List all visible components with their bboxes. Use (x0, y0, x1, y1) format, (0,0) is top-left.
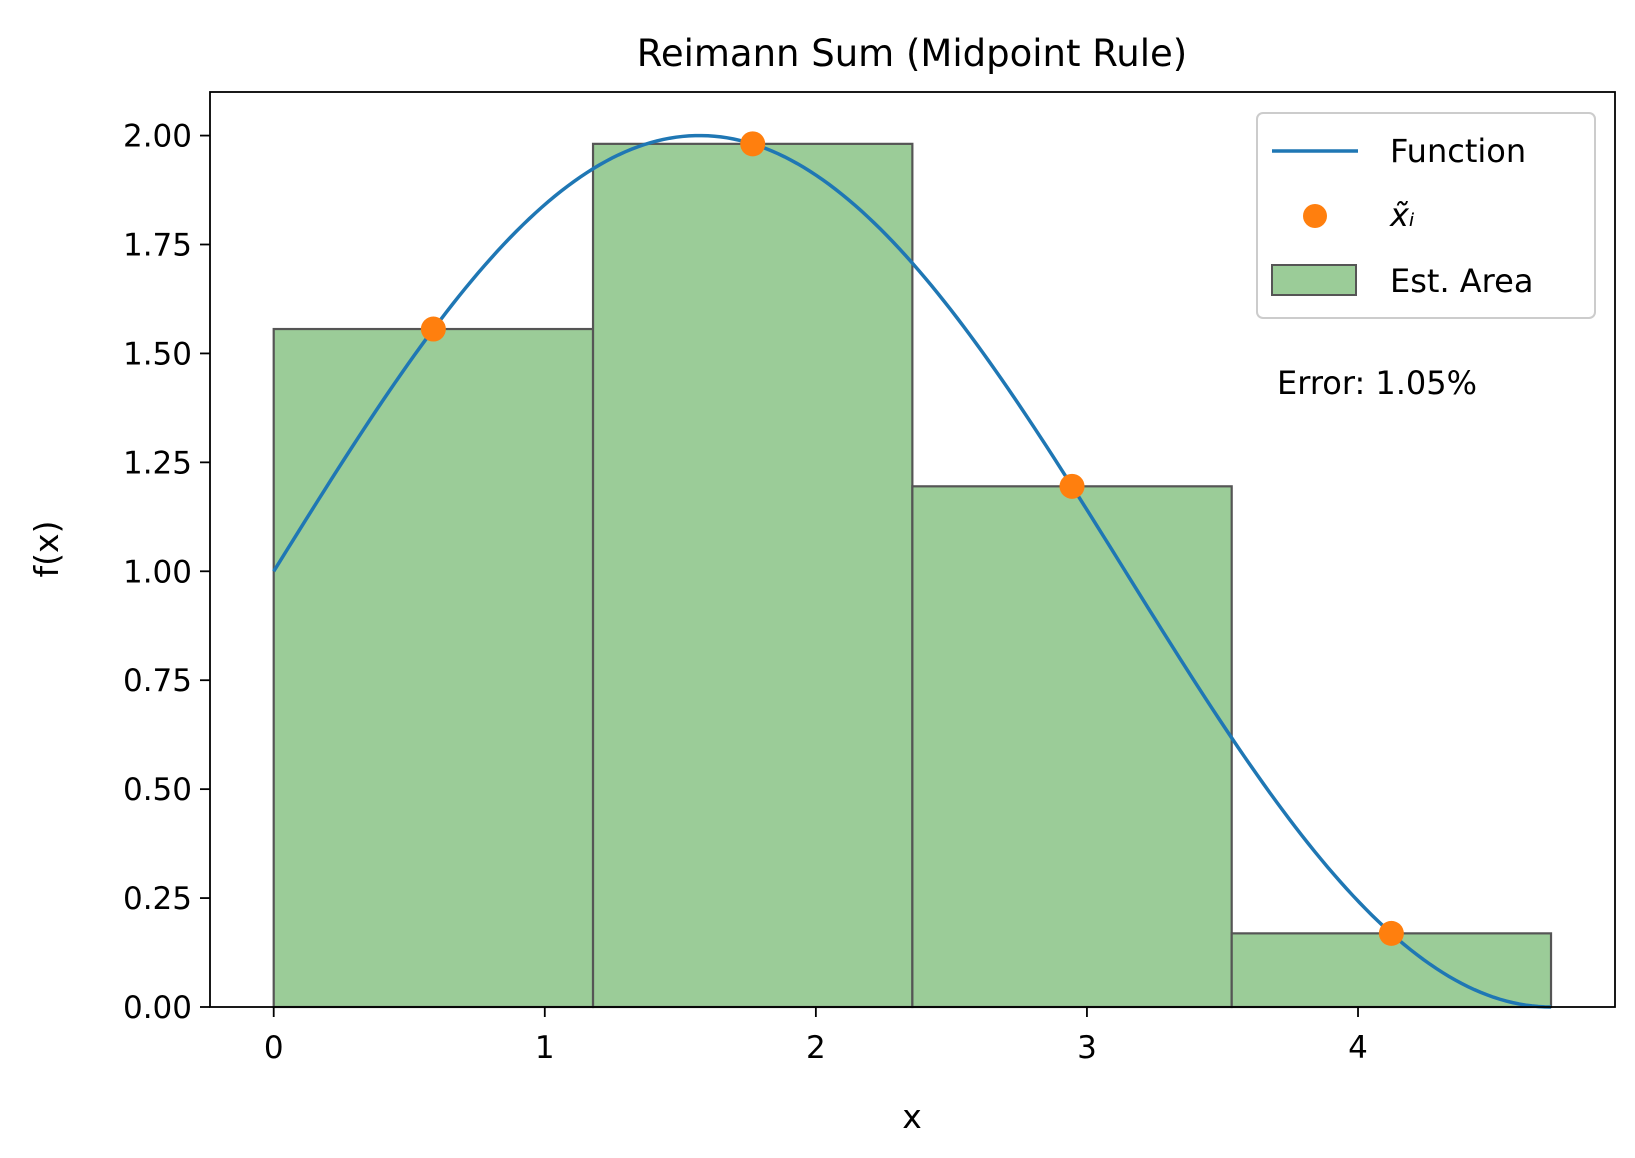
midpoint-marker (740, 131, 766, 157)
y-tick-label: 0.00 (123, 990, 192, 1026)
bars-layer (272, 142, 1553, 1009)
x-tick-label: 1 (535, 1030, 555, 1066)
x-axis-label: x (902, 1097, 922, 1136)
y-tick-label: 1.75 (123, 228, 192, 264)
y-axis-label: f(x) (27, 521, 66, 578)
midpoint-marker (1378, 920, 1404, 946)
legend-midpoint-swatch (1303, 204, 1327, 228)
est-area-bar (591, 142, 914, 1009)
legend: Function x̃ᵢ Est. Area (1256, 112, 1596, 319)
x-tick-label: 3 (1077, 1030, 1097, 1066)
est-area-bar (272, 327, 595, 1009)
y-tick-label: 0.25 (123, 881, 192, 917)
est-area-bar (911, 485, 1233, 1009)
y-tick-label: 1.25 (123, 445, 192, 481)
error-annotation: Error: 1.05% (1277, 364, 1477, 402)
midpoint-marker (420, 316, 446, 342)
x-tick-label: 2 (806, 1030, 826, 1066)
y-tick-label: 0.50 (123, 772, 192, 808)
y-tick-label: 0.75 (123, 663, 192, 699)
y-tick-label: 2.00 (123, 119, 192, 155)
y-tick-label: 1.00 (123, 554, 192, 590)
points-layer (420, 131, 1404, 946)
legend-function-label: Function (1390, 132, 1526, 170)
y-tick-label: 1.50 (123, 336, 192, 372)
chart-title: Reimann Sum (Midpoint Rule) (637, 32, 1187, 75)
legend-area-swatch (1271, 264, 1357, 296)
legend-midpoint-label: x̃ᵢ (1389, 196, 1415, 234)
y-ticks: 0.00 0.25 0.50 0.75 1.00 1.25 1.50 1.75 2.00 (123, 119, 210, 1026)
midpoint-marker (1059, 473, 1085, 499)
x-tick-label: 0 (264, 1030, 284, 1066)
legend-area-label: Est. Area (1390, 262, 1533, 300)
x-tick-label: 4 (1348, 1030, 1368, 1066)
plot-frame (209, 91, 1616, 1008)
x-ticks: 0 1 2 3 4 (264, 1007, 1368, 1066)
function-line (272, 133, 1552, 1009)
